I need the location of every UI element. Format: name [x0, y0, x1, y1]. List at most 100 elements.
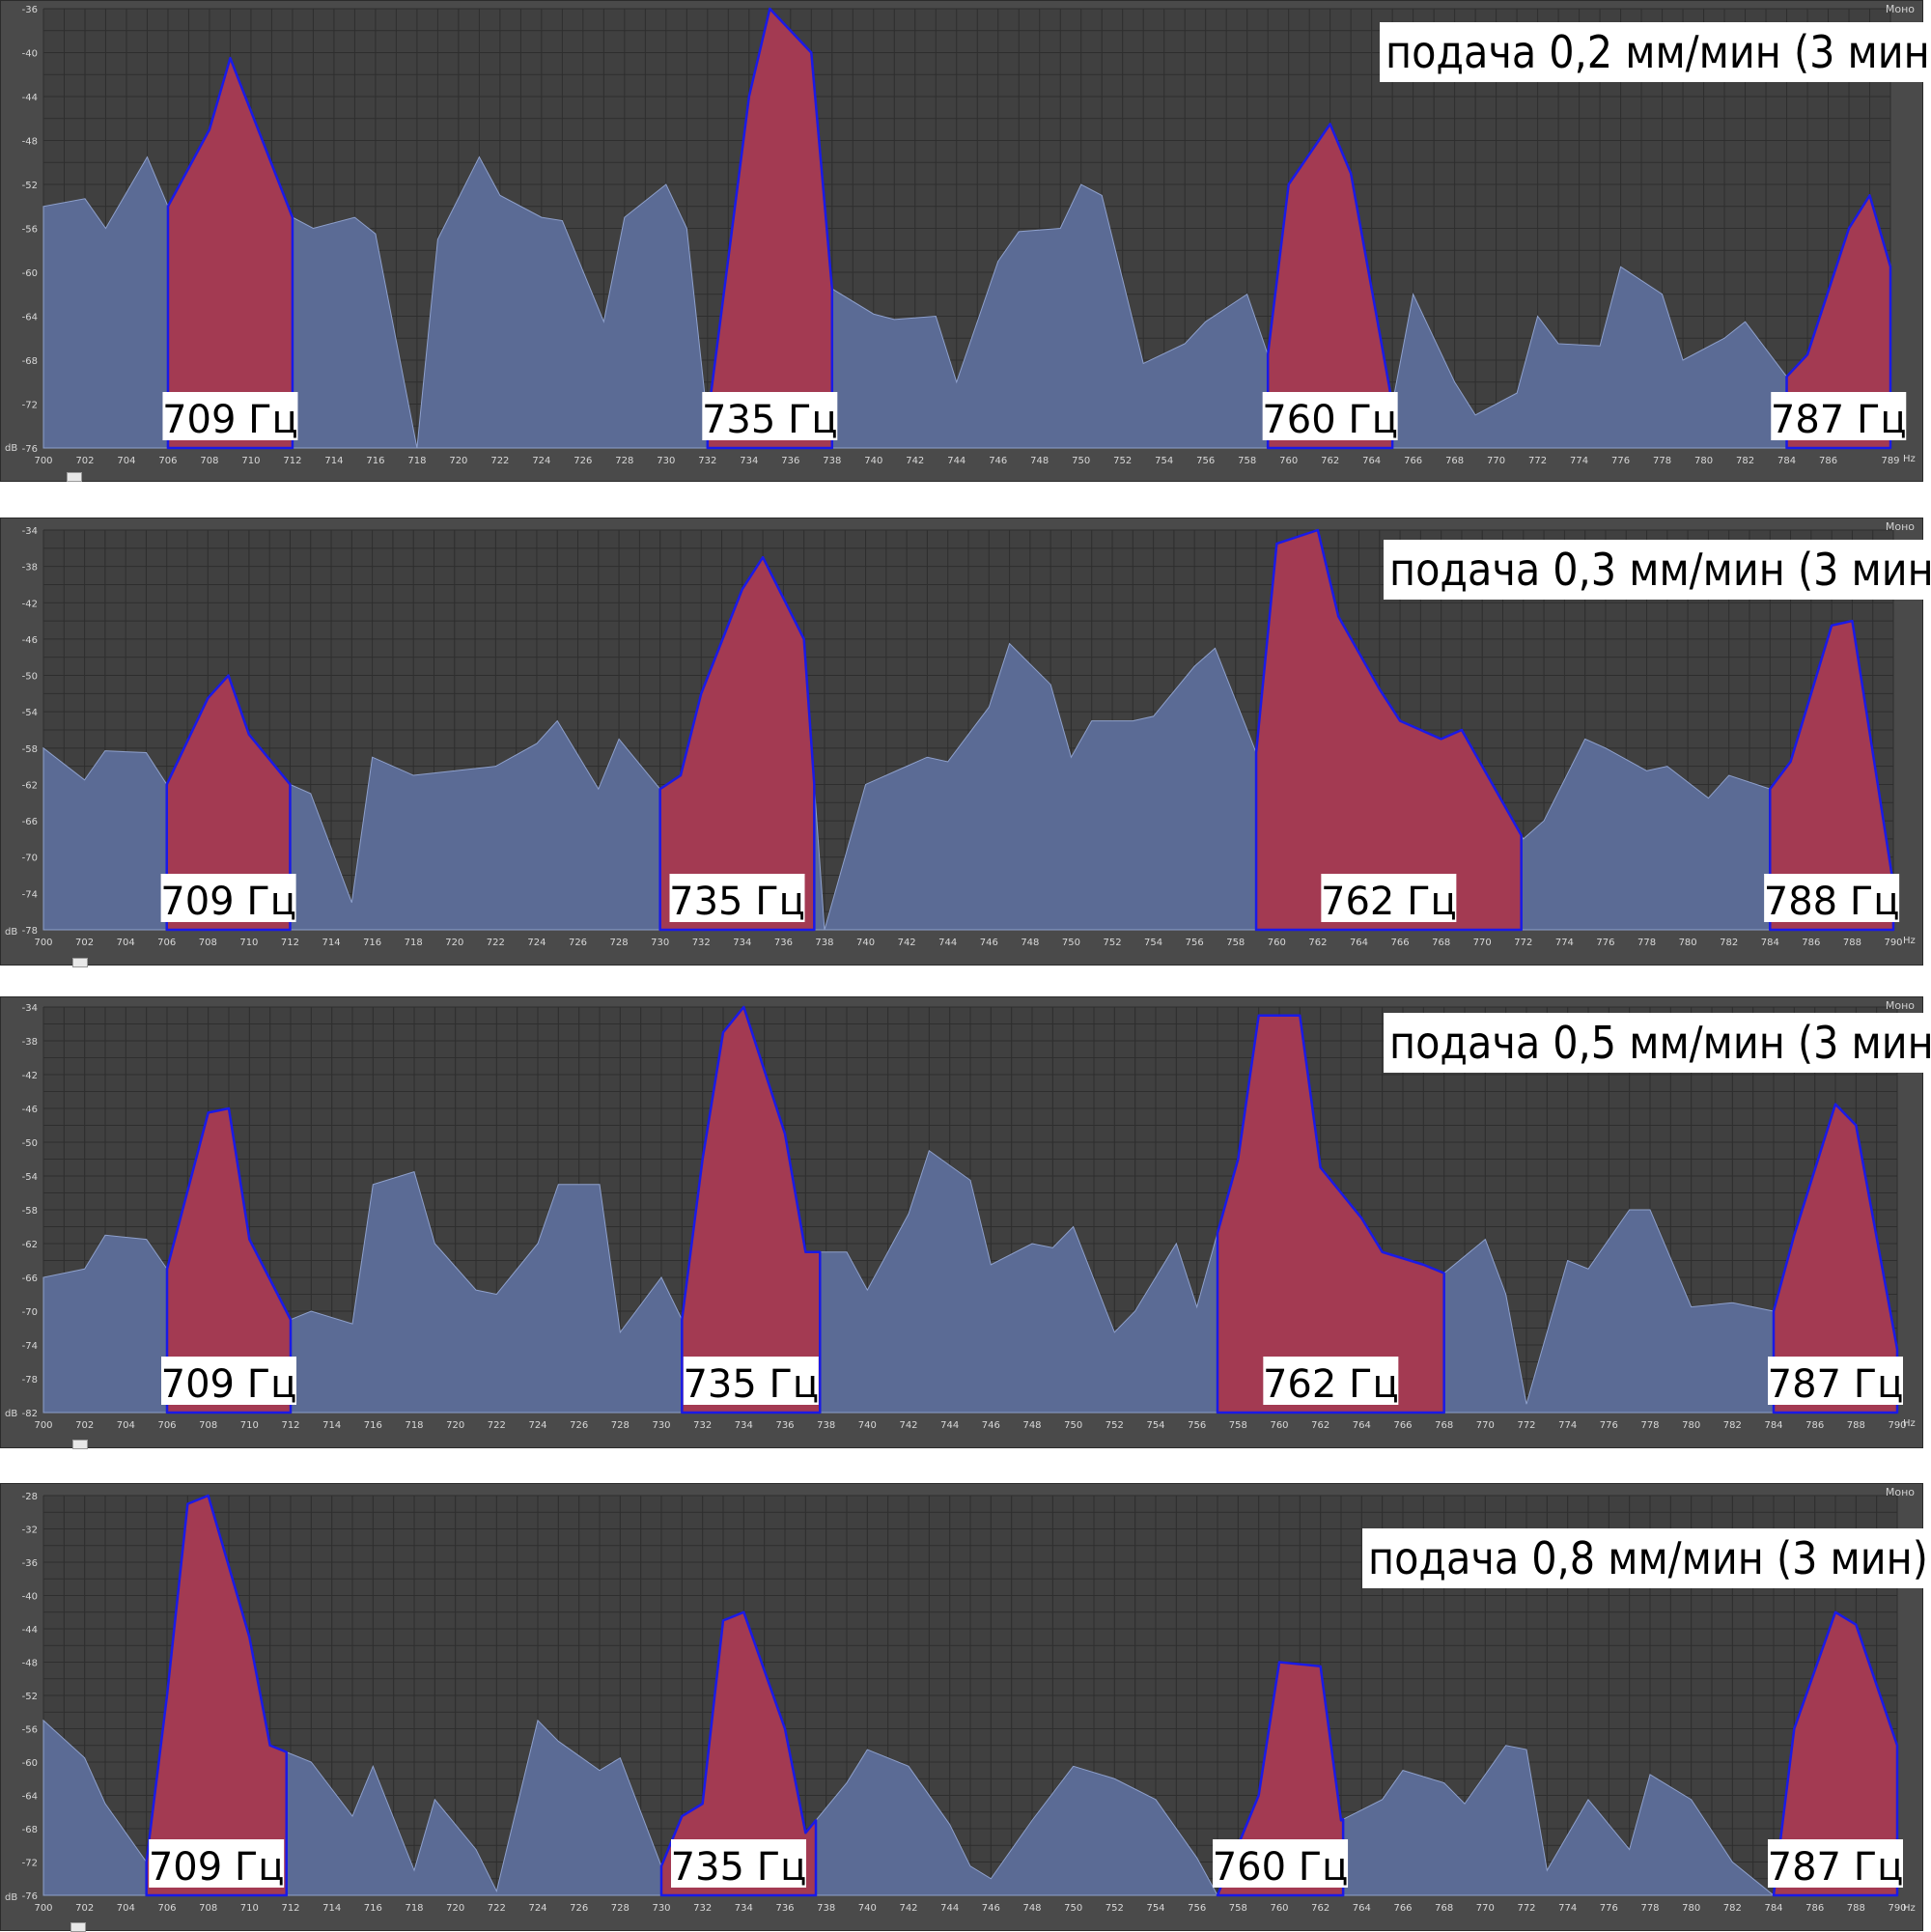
- x-tick-label: 788: [1847, 1420, 1865, 1431]
- x-tick-label: 786: [1819, 456, 1837, 466]
- x-tick-label: 724: [532, 456, 550, 466]
- y-tick-label: -60: [22, 1758, 38, 1769]
- peak-label: 760 Гц: [1213, 1839, 1349, 1890]
- x-tick-label: 778: [1640, 1903, 1659, 1914]
- x-tick-label: 756: [1186, 938, 1204, 948]
- x-tick-label: 732: [698, 456, 716, 466]
- y-tick-label: -76: [22, 444, 38, 455]
- y-tick-label: -62: [22, 1240, 38, 1250]
- peak-label-text: 735 Гц: [671, 1845, 807, 1890]
- x-tick-label: 748: [1021, 938, 1039, 948]
- x-tick-label: 730: [652, 1420, 670, 1431]
- y-tick-label: -74: [22, 889, 38, 900]
- peak-label-box: [1768, 1839, 1903, 1888]
- peak-highlight: [1266, 123, 1394, 450]
- x-tick-label: 738: [817, 1903, 835, 1914]
- x-tick-label: 718: [405, 1903, 423, 1914]
- peak-label-box: [1768, 1357, 1903, 1405]
- hz-unit-label: Hz: [1903, 454, 1916, 464]
- x-tick-label: 722: [488, 1903, 506, 1914]
- spectrum-chart-4: 709 Гц 735 Гц 760 Гц 787 Гц -28 -32 -36 -40 -44 -…: [22, 1492, 1907, 1914]
- x-tick-label: 712: [281, 1420, 299, 1431]
- y-tick-label: -36: [22, 5, 38, 15]
- x-tick-label: 782: [1720, 938, 1738, 948]
- x-tick-label: 744: [940, 1903, 959, 1914]
- mono-label: Моно: [1885, 999, 1915, 1012]
- peak-label-box: [1262, 392, 1398, 440]
- x-tick-label: 742: [898, 938, 916, 948]
- peak-highlight: [681, 1005, 822, 1414]
- x-tick-label: 774: [1570, 456, 1588, 466]
- x-tick-label: 758: [1229, 1903, 1247, 1914]
- y-tick-label: -82: [22, 1409, 38, 1419]
- x-tick-label: 700: [34, 1420, 52, 1431]
- spectrum-area: [42, 7, 1891, 449]
- x-tick-label: 768: [1435, 1420, 1453, 1431]
- x-tick-label: 718: [407, 456, 426, 466]
- x-tick-label: 780: [1682, 1903, 1700, 1914]
- x-tick-label: 750: [1072, 456, 1090, 466]
- x-tick-label: 706: [158, 456, 177, 466]
- x-tick-label: 702: [75, 1420, 94, 1431]
- y-tick-label: -46: [22, 1105, 38, 1115]
- x-tick-label: 748: [1022, 1903, 1041, 1914]
- x-tick-label: 776: [1611, 456, 1630, 466]
- y-tick-label: -72: [22, 1859, 38, 1869]
- x-tick-label: 700: [34, 456, 52, 466]
- peak-label-box: [669, 874, 805, 922]
- scroll-thumb[interactable]: [67, 472, 82, 482]
- spectrum-panel-3: 709 Гц 735 Гц 762 Гц 787 Гц -34 -38 -42 -46 -50 -…: [0, 996, 1931, 1449]
- x-tick-label: 760: [1270, 1420, 1288, 1431]
- x-tick-label: 772: [1517, 1903, 1535, 1914]
- y-tick-label: -44: [22, 1625, 38, 1636]
- x-tick-label: 746: [982, 1420, 1000, 1431]
- x-tick-label: 758: [1226, 938, 1245, 948]
- peak-label-box: [1213, 1839, 1349, 1888]
- x-tick-label: 790: [1884, 938, 1902, 948]
- peak-label: 735 Гц: [702, 392, 838, 442]
- x-tick-label: 714: [324, 456, 343, 466]
- y-tick-label: -76: [22, 1891, 38, 1902]
- x-tick-label: 728: [610, 938, 629, 948]
- y-tick-label: -68: [22, 1825, 38, 1835]
- x-tick-label: 750: [1062, 938, 1080, 948]
- x-tick-label: 736: [775, 1903, 794, 1914]
- chart-title: подача 0,2 мм/мин (3 мин): [1380, 22, 1931, 82]
- x-tick-label: 700: [34, 938, 52, 948]
- y-tick-label: -68: [22, 356, 38, 367]
- y-tick-label: -38: [22, 563, 38, 574]
- x-tick-label: 754: [1146, 1420, 1164, 1431]
- x-tick-label: 708: [199, 1903, 217, 1914]
- x-tick-label: 776: [1600, 1903, 1618, 1914]
- x-tick-label: 768: [1445, 456, 1464, 466]
- y-tick-label: -34: [22, 1003, 38, 1014]
- x-tick-label: 714: [322, 1903, 341, 1914]
- chart-title: подача 0,8 мм/мин (3 мин): [1362, 1528, 1931, 1588]
- x-tick-label: 730: [651, 938, 669, 948]
- y-tick-label: -56: [22, 1725, 38, 1736]
- x-tick-label: 742: [899, 1420, 917, 1431]
- x-tick-label: 716: [363, 938, 381, 948]
- peak-label-box: [683, 1357, 819, 1405]
- x-tick-label: 764: [1353, 1903, 1371, 1914]
- y-tick-label: -56: [22, 225, 38, 236]
- x-tick-label: 710: [241, 456, 260, 466]
- scroll-thumb[interactable]: [72, 958, 88, 967]
- y-tick-label: -78: [22, 1375, 38, 1386]
- x-tick-label: 774: [1558, 1420, 1577, 1431]
- peak-highlight: [145, 1494, 288, 1897]
- peak-label-text: 760 Гц: [1213, 1845, 1349, 1890]
- x-tick-label: 720: [446, 1420, 464, 1431]
- x-tick-label: 762: [1311, 1420, 1329, 1431]
- y-tick-label: -58: [22, 1206, 38, 1217]
- x-tick-label: 744: [947, 456, 966, 466]
- scroll-thumb[interactable]: [72, 1440, 88, 1449]
- x-tick-label: 780: [1694, 456, 1713, 466]
- x-tick-label: 788: [1847, 1903, 1865, 1914]
- peak-label-text: 762 Гц: [1263, 1362, 1399, 1407]
- x-tick-label: 736: [775, 1420, 794, 1431]
- x-tick-label: 752: [1105, 1903, 1124, 1914]
- db-unit-label: dB: [5, 1409, 18, 1419]
- y-tick-label: -50: [22, 1138, 38, 1149]
- x-tick-label: 738: [823, 456, 841, 466]
